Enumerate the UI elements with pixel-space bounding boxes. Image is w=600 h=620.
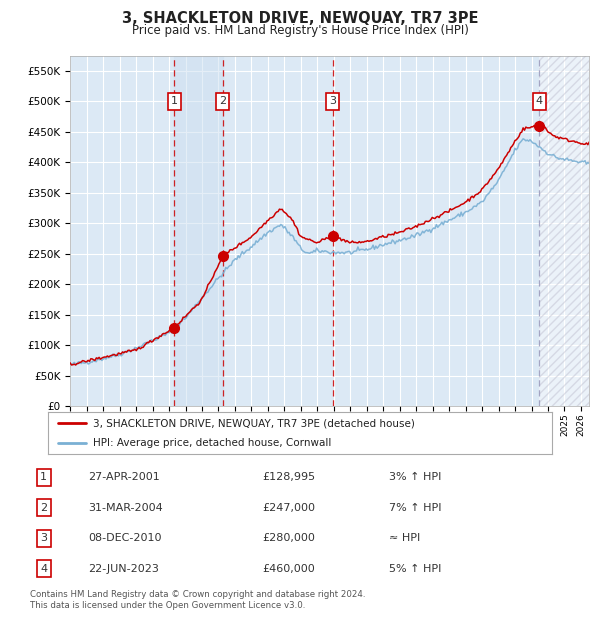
Text: 2: 2 [40, 503, 47, 513]
Text: 3: 3 [329, 97, 336, 107]
Text: 22-JUN-2023: 22-JUN-2023 [88, 564, 159, 574]
Text: Contains HM Land Registry data © Crown copyright and database right 2024.
This d: Contains HM Land Registry data © Crown c… [30, 590, 365, 609]
Text: 3% ↑ HPI: 3% ↑ HPI [389, 472, 441, 482]
Text: 2: 2 [219, 97, 226, 107]
Text: 7% ↑ HPI: 7% ↑ HPI [389, 503, 442, 513]
Text: 08-DEC-2010: 08-DEC-2010 [88, 533, 161, 543]
Text: 3: 3 [40, 533, 47, 543]
Text: HPI: Average price, detached house, Cornwall: HPI: Average price, detached house, Corn… [94, 438, 332, 448]
Text: 3, SHACKLETON DRIVE, NEWQUAY, TR7 3PE (detached house): 3, SHACKLETON DRIVE, NEWQUAY, TR7 3PE (d… [94, 418, 415, 428]
Text: 27-APR-2001: 27-APR-2001 [88, 472, 160, 482]
Bar [175, 56, 223, 406]
Text: £280,000: £280,000 [262, 533, 315, 543]
Text: 1: 1 [171, 97, 178, 107]
Text: 5% ↑ HPI: 5% ↑ HPI [389, 564, 441, 574]
Text: 31-MAR-2004: 31-MAR-2004 [88, 503, 163, 513]
Text: 4: 4 [536, 97, 543, 107]
Text: 4: 4 [40, 564, 47, 574]
Text: £128,995: £128,995 [262, 472, 315, 482]
Text: 1: 1 [40, 472, 47, 482]
Bar [539, 56, 589, 406]
Text: 3, SHACKLETON DRIVE, NEWQUAY, TR7 3PE: 3, SHACKLETON DRIVE, NEWQUAY, TR7 3PE [122, 11, 478, 26]
Text: £460,000: £460,000 [262, 564, 314, 574]
Text: £247,000: £247,000 [262, 503, 315, 513]
Text: Price paid vs. HM Land Registry's House Price Index (HPI): Price paid vs. HM Land Registry's House … [131, 24, 469, 37]
Text: ≈ HPI: ≈ HPI [389, 533, 420, 543]
